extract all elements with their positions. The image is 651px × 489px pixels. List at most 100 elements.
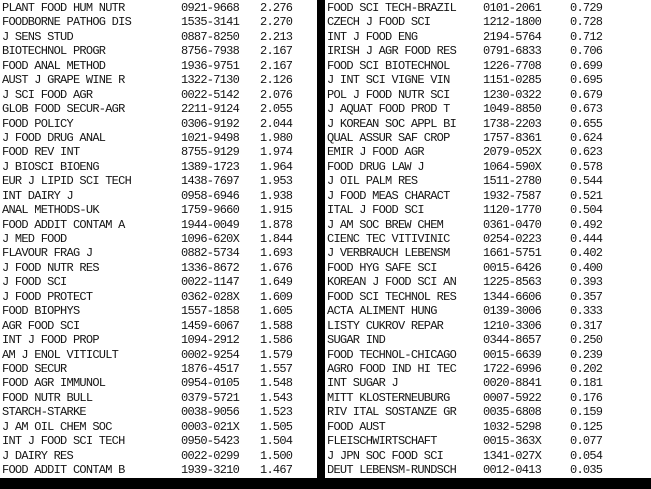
journal-name: AUST J GRAPE WINE R [2,73,125,88]
journal-name: QUAL ASSUR SAF CROP [327,130,450,145]
table-row: FOOD SCI BIOTECHNOL 1226-7708 0.699 [326,59,651,73]
impact-factor: 0.159 [570,405,603,420]
table-row: CIENC TEC VITIVINIC 0254-0223 0.444 [326,232,651,246]
journal-name: ITAL J FOOD SCI [327,203,425,218]
table-row: INT J FOOD SCI TECH 0950-5423 1.504 [0,434,317,448]
issn: 2211-9124 [181,102,240,117]
table-row: AGR FOOD SCI 1459-6067 1.588 [0,319,317,333]
table-row: AM J ENOL VITICULT 0002-9254 1.579 [0,348,317,362]
impact-factor: 1.980 [260,130,293,145]
issn: 0015-6426 [483,260,542,275]
issn: 1064-590X [483,159,542,174]
impact-factor: 0.250 [570,333,603,348]
table-row: LISTY CUKROV REPAR 1210-3306 0.317 [326,319,651,333]
impact-factor: 0.578 [570,159,603,174]
impact-factor: 0.544 [570,174,603,189]
impact-factor: 1.676 [260,260,293,275]
impact-factor: 0.521 [570,188,603,203]
impact-factor: 0.504 [570,203,603,218]
journal-name: FOOD BIOPHYS [2,304,80,319]
table-row: J INT SCI VIGNE VIN 1151-0285 0.695 [326,73,651,87]
journal-name: FOOD HYG SAFE SCI [327,260,437,275]
issn: 1096-620X [181,232,240,246]
table-row: INT DAIRY J 0958-6946 1.938 [0,189,317,203]
issn: 1210-3306 [483,318,542,333]
table-row: FOODBORNE PATHOG DIS 1535-3141 2.270 [0,15,317,29]
issn: 1094-2912 [181,333,240,348]
impact-factor: 0.712 [570,29,603,44]
table-row: FOOD SCI TECH-BRAZIL 0101-2061 0.729 [326,1,651,15]
journal-name: LISTY CUKROV REPAR [327,318,444,333]
table-row: J OIL PALM RES 1511-2780 0.544 [326,174,651,188]
impact-factor: 1.548 [260,376,293,391]
journal-name: J INT SCI VIGNE VIN [327,73,450,88]
journal-name: IRISH J AGR FOOD RES [327,44,457,59]
journal-name: GLOB FOOD SECUR-AGR [2,102,125,117]
journal-name: POL J FOOD NUTR SCI [327,87,450,102]
issn: 1759-9660 [181,203,240,218]
table-row: INT J FOOD PROP 1094-2912 1.586 [0,333,317,347]
issn: 0361-0470 [483,217,542,232]
issn: 0022-5142 [181,87,240,102]
impact-factor: 2.276 [260,1,293,15]
impact-factor: 1.500 [260,448,293,463]
issn: 0362-028X [181,289,240,304]
journal-name: INT J FOOD SCI TECH [2,434,125,449]
impact-factor: 0.125 [570,419,603,434]
journal-name: J OIL PALM RES [327,174,418,189]
table-row: BIOTECHNOL PROGR 8756-7938 2.167 [0,44,317,58]
journal-name: PLANT FOOD HUM NUTR [2,1,125,15]
journal-name: AGR FOOD SCI [2,318,80,333]
impact-factor: 0.623 [570,145,603,160]
issn: 1032-5298 [483,419,542,434]
journal-name: FOOD NUTR BULL [2,390,93,405]
journal-name: CIENC TEC VITIVINIC [327,232,450,246]
journal-name: AGRO FOOD IND HI TEC [327,361,457,376]
impact-factor: 0.393 [570,275,603,290]
table-row: MITT KLOSTERNEUBURG 0007-5922 0.176 [326,391,651,405]
table-row: J AM SOC BREW CHEM 0361-0470 0.492 [326,218,651,232]
impact-factor: 0.333 [570,304,603,319]
issn: 0887-8250 [181,29,240,44]
table-row: FLAVOUR FRAG J 0882-5734 1.693 [0,246,317,260]
issn: 0306-9192 [181,116,240,131]
impact-factor: 0.181 [570,376,603,391]
journal-name: J FOOD SCI [2,275,67,290]
issn: 1557-1858 [181,304,240,319]
impact-factor: 1.588 [260,318,293,333]
table-row: FOOD NUTR BULL 0379-5721 1.543 [0,391,317,405]
journal-name: J FOOD NUTR RES [2,260,100,275]
journal-name: J FOOD MEAS CHARACT [327,188,450,203]
journal-name: INT J FOOD ENG [327,29,418,44]
issn: 1757-8361 [483,130,542,145]
table-row: FOOD SCI TECHNOL RES 1344-6606 0.357 [326,290,651,304]
issn: 1049-8850 [483,102,542,117]
journal-name: J KOREAN SOC APPL BI [327,116,457,131]
table-row: AUST J GRAPE WINE R 1322-7130 2.126 [0,73,317,87]
impact-factor: 0.239 [570,347,603,362]
table-row: CZECH J FOOD SCI 1212-1800 0.728 [326,15,651,29]
issn: 0139-3006 [483,304,542,319]
impact-factor: 0.492 [570,217,603,232]
journal-name: SUGAR IND [327,333,386,348]
issn: 0379-5721 [181,390,240,405]
issn: 0921-9668 [181,1,240,15]
impact-factor: 0.728 [570,15,603,30]
table-row: EUR J LIPID SCI TECH 1438-7697 1.953 [0,174,317,188]
impact-factor: 1.605 [260,304,293,319]
issn: 0022-1147 [181,275,240,290]
issn: 1738-2203 [483,116,542,131]
issn: 2194-5764 [483,29,542,44]
issn: 1939-3210 [181,463,240,477]
journal-name: FOOD ADDIT CONTAM A [2,217,125,232]
journal-name: J AQUAT FOOD PROD T [327,102,450,117]
issn: 0003-021X [181,419,240,434]
table-row: J FOOD MEAS CHARACT 1932-7587 0.521 [326,189,651,203]
impact-factor: 1.543 [260,390,293,405]
table-row: GLOB FOOD SECUR-AGR 2211-9124 2.055 [0,102,317,116]
issn: 0958-6946 [181,188,240,203]
impact-factor: 2.126 [260,73,293,88]
impact-factor: 1.557 [260,361,293,376]
issn: 0954-0105 [181,376,240,391]
